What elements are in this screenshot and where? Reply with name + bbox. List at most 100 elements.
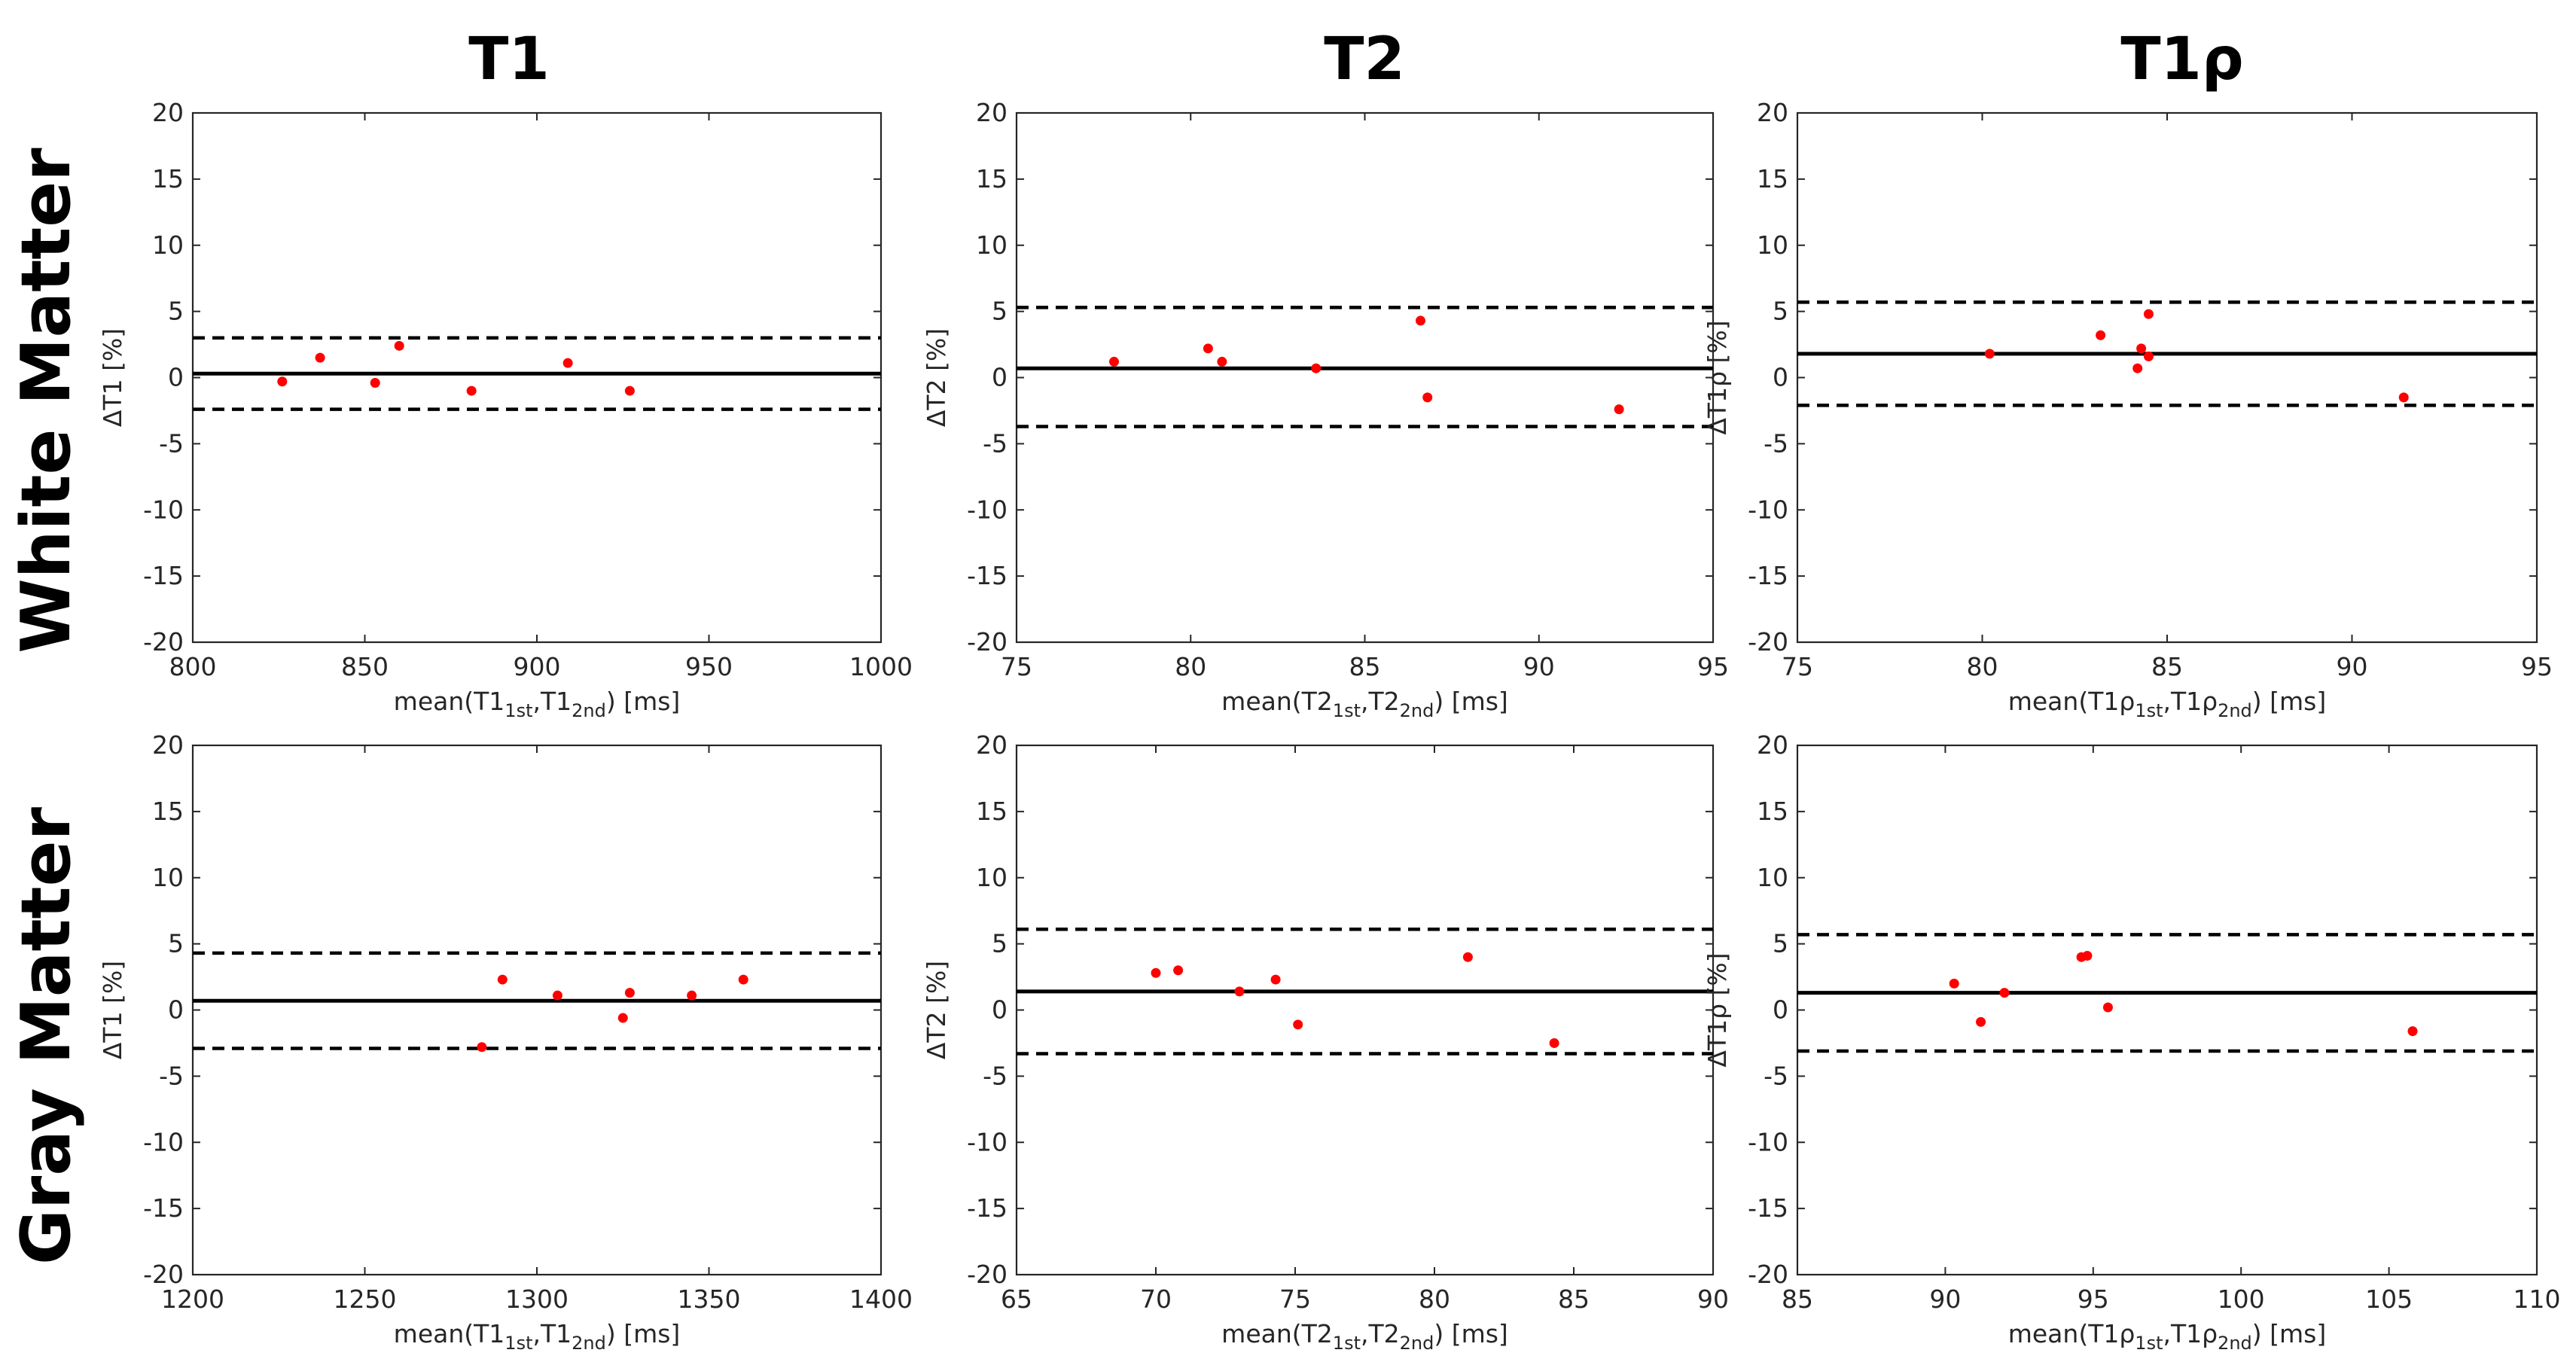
x-tick-label: 1250 xyxy=(334,1284,397,1314)
y-axis-label: ΔT1 [%] xyxy=(98,961,127,1059)
y-tick-label: 20 xyxy=(1757,730,1788,760)
data-point xyxy=(1151,967,1161,978)
data-point xyxy=(1976,1016,1986,1027)
y-tick-label: 20 xyxy=(976,98,1008,127)
data-point xyxy=(394,340,404,351)
y-tick-label: 0 xyxy=(1773,363,1788,392)
x-tick-label: 90 xyxy=(1697,1284,1729,1314)
y-tick-label: -15 xyxy=(967,561,1008,590)
x-axis-label: mean(T21st,T22nd) [ms] xyxy=(1221,687,1508,721)
x-tick-label: 850 xyxy=(341,652,389,681)
y-tick-label: 15 xyxy=(152,797,184,826)
data-point xyxy=(1422,392,1433,403)
y-tick-label: -5 xyxy=(1764,1061,1788,1090)
x-tick-label: 65 xyxy=(1001,1284,1032,1314)
y-tick-label: 20 xyxy=(1757,98,1788,127)
data-point xyxy=(617,1013,628,1023)
x-tick-label: 95 xyxy=(2521,652,2553,681)
data-point xyxy=(2096,330,2106,340)
y-tick-label: 5 xyxy=(168,929,184,958)
y-tick-label: -15 xyxy=(143,561,184,590)
data-point xyxy=(624,385,635,396)
y-tick-label: -10 xyxy=(1748,495,1788,524)
y-tick-label: 10 xyxy=(976,230,1008,260)
y-tick-label: -5 xyxy=(983,428,1008,458)
plot-wm-t1rho: -20 -15 -10 -5 0 5 10 15 20 75 80 85 90 95 mean(T1ρ1st… xyxy=(1703,98,2553,721)
y-tick-label: -10 xyxy=(143,495,184,524)
data-point xyxy=(1173,965,1184,976)
y-tick-label: 10 xyxy=(976,863,1008,892)
x-tick-label: 1000 xyxy=(849,652,913,681)
data-point xyxy=(2136,343,2147,354)
data-point xyxy=(1999,988,2010,998)
data-point xyxy=(562,358,573,368)
y-axis-label: ΔT1ρ [%] xyxy=(1703,952,1732,1067)
y-tick-label: -20 xyxy=(967,1260,1008,1289)
y-tick-label: 15 xyxy=(152,164,184,193)
y-axis-label: ΔT2 [%] xyxy=(922,328,951,427)
x-axis-label: mean(T11st,T12nd) [ms] xyxy=(394,687,681,721)
x-tick-label: 85 xyxy=(1558,1284,1590,1314)
x-tick-label: 95 xyxy=(2078,1284,2109,1314)
data-point xyxy=(2132,363,2143,373)
x-tick-label: 1300 xyxy=(505,1284,569,1314)
x-tick-label: 950 xyxy=(685,652,733,681)
data-point xyxy=(552,990,562,1001)
y-tick-label: 15 xyxy=(1757,797,1788,826)
data-point xyxy=(1311,363,1322,373)
column-title-t1rho: T1ρ xyxy=(2120,26,2243,93)
data-point xyxy=(2398,392,2409,403)
y-tick-label: -20 xyxy=(1748,627,1788,657)
data-point xyxy=(477,1042,487,1053)
row-title-white-matter: White Matter xyxy=(7,148,86,654)
data-point xyxy=(1293,1019,1303,1030)
y-tick-label: 15 xyxy=(1757,164,1788,193)
y-tick-label: -15 xyxy=(1748,1193,1788,1223)
y-tick-label: -10 xyxy=(967,1127,1008,1156)
data-point xyxy=(1614,404,1624,415)
y-tick-label: -20 xyxy=(1748,1260,1788,1289)
data-point xyxy=(1217,356,1227,367)
y-tick-label: 5 xyxy=(992,929,1008,958)
data-point xyxy=(687,990,697,1001)
data-point xyxy=(1416,315,1425,326)
y-tick-label: 15 xyxy=(976,797,1008,826)
x-tick-label: 85 xyxy=(2151,652,2183,681)
data-point xyxy=(2102,1002,2113,1013)
data-point xyxy=(1234,986,1245,997)
x-tick-label: 1350 xyxy=(678,1284,741,1314)
x-tick-label: 1200 xyxy=(161,1284,224,1314)
plot-gm-t1: -20 -15 -10 -5 0 5 10 15 20 1200 1250 1300 1350 1400 m… xyxy=(98,730,913,1354)
y-tick-label: 5 xyxy=(1773,929,1788,958)
y-axis-label: ΔT1 [%] xyxy=(98,328,127,427)
y-tick-label: 15 xyxy=(976,164,1008,193)
y-tick-label: -20 xyxy=(143,1260,184,1289)
y-tick-label: -10 xyxy=(967,495,1008,524)
x-tick-label: 1400 xyxy=(849,1284,913,1314)
x-tick-label: 95 xyxy=(1697,652,1729,681)
x-axis-label: mean(T21st,T22nd) [ms] xyxy=(1221,1319,1508,1354)
y-tick-label: -5 xyxy=(1764,428,1788,458)
x-axis-label: mean(T1ρ1st,T1ρ2nd) [ms] xyxy=(2008,687,2327,721)
row-title-gray-matter: Gray Matter xyxy=(7,806,86,1265)
y-tick-label: -5 xyxy=(159,1061,184,1090)
plot-frame xyxy=(1015,744,1715,1276)
x-tick-label: 100 xyxy=(2218,1284,2265,1314)
y-axis-label: ΔT1ρ [%] xyxy=(1703,320,1732,434)
x-tick-label: 80 xyxy=(1419,1284,1450,1314)
data-point xyxy=(370,378,380,388)
x-tick-label: 75 xyxy=(1001,652,1032,681)
y-tick-label: -15 xyxy=(967,1193,1008,1223)
data-point xyxy=(1984,349,1995,359)
x-tick-label: 90 xyxy=(1523,652,1555,681)
plot-frame xyxy=(1796,111,2538,644)
x-tick-label: 75 xyxy=(1782,652,1813,681)
data-point xyxy=(1462,952,1473,962)
x-tick-label: 90 xyxy=(1929,1284,1961,1314)
y-tick-label: 10 xyxy=(152,230,184,260)
plot-frame xyxy=(1015,111,1715,644)
plot-frame xyxy=(191,744,883,1276)
data-point xyxy=(2143,351,2154,361)
data-point xyxy=(1949,978,1959,989)
x-tick-label: 105 xyxy=(2365,1284,2413,1314)
